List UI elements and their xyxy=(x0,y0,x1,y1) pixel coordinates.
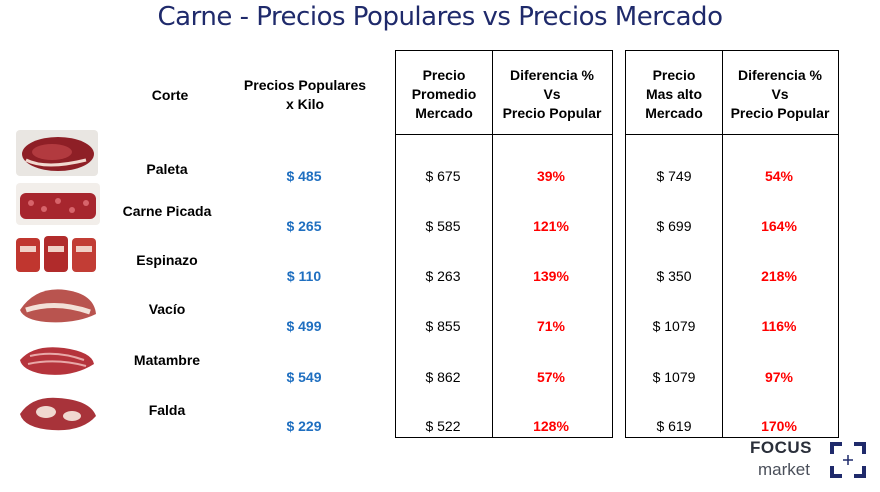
meat-picada-image xyxy=(16,183,100,225)
meat-espinazo-image xyxy=(14,232,100,276)
diferencia-alto-paleta: 54% xyxy=(764,168,794,184)
table-alto-header-line xyxy=(625,134,838,135)
precio-promedio-falda: $ 522 xyxy=(425,418,461,434)
logo-bracket-icon xyxy=(830,442,866,478)
corte-paleta: Paleta xyxy=(146,161,188,177)
corte-matambre: Matambre xyxy=(133,352,201,368)
diferencia-promedio-vacio: 71% xyxy=(536,318,566,334)
diferencia-promedio-espinazo: 139% xyxy=(533,268,569,284)
precio-alto-carne-picada: $ 699 xyxy=(656,218,692,234)
header-diferencia-promedio: Diferencia % Vs Precio Popular xyxy=(502,67,602,121)
precio-promedio-matambre: $ 862 xyxy=(425,369,461,385)
table-promedio-divider xyxy=(492,50,493,437)
meat-vacio-image xyxy=(16,280,100,328)
diferencia-promedio-paleta: 39% xyxy=(536,168,566,184)
precio-popular-paleta: $ 485 xyxy=(286,168,322,184)
diferencia-alto-vacio: 116% xyxy=(761,318,797,334)
precio-alto-matambre: $ 1079 xyxy=(652,369,696,385)
diferencia-alto-falda: 170% xyxy=(761,418,797,434)
diferencia-alto-espinazo: 218% xyxy=(761,268,797,284)
diferencia-promedio-matambre: 57% xyxy=(536,369,566,385)
corte-vacio: Vacío xyxy=(148,301,186,317)
diferencia-alto-matambre: 97% xyxy=(764,369,794,385)
corte-carne-picada: Carne Picada xyxy=(122,203,212,219)
precio-alto-paleta: $ 749 xyxy=(656,168,692,184)
diferencia-promedio-carne-picada: 121% xyxy=(533,218,569,234)
header-diferencia-alto: Diferencia % Vs Precio Popular xyxy=(730,67,830,121)
header-precios-populares: Precios Populares x Kilo xyxy=(243,77,367,112)
page-title: Carne - Precios Populares vs Precios Mer… xyxy=(157,2,723,32)
precio-promedio-espinazo: $ 263 xyxy=(425,268,461,284)
header-corte: Corte xyxy=(151,87,189,103)
precio-promedio-carne-picada: $ 585 xyxy=(425,218,461,234)
corte-falda: Falda xyxy=(148,402,186,418)
table-promedio-box xyxy=(395,50,613,438)
diferencia-promedio-falda: 128% xyxy=(533,418,569,434)
corte-espinazo: Espinazo xyxy=(136,252,198,268)
meat-falda-image xyxy=(16,390,100,436)
precio-popular-vacio: $ 499 xyxy=(286,318,322,334)
diferencia-alto-carne-picada: 164% xyxy=(761,218,797,234)
table-alto-divider xyxy=(722,50,723,437)
precio-popular-falda: $ 229 xyxy=(286,418,322,434)
table-alto-box xyxy=(625,50,839,438)
logo-focus-text: FOCUS xyxy=(750,438,812,457)
precio-promedio-vacio: $ 855 xyxy=(425,318,461,334)
logo-market-text: market xyxy=(758,460,810,479)
precio-promedio-paleta: $ 675 xyxy=(425,168,461,184)
precio-popular-espinazo: $ 110 xyxy=(286,268,322,284)
precio-alto-falda: $ 619 xyxy=(656,418,692,434)
header-precio-promedio: Precio Promedio Mercado xyxy=(411,67,477,121)
focus-market-logo: FOCUS market xyxy=(750,436,870,484)
precio-popular-matambre: $ 549 xyxy=(286,369,322,385)
precio-alto-vacio: $ 1079 xyxy=(652,318,696,334)
meat-matambre-image xyxy=(16,336,98,382)
precio-popular-carne-picada: $ 265 xyxy=(286,218,322,234)
meat-paleta-image xyxy=(16,130,98,176)
header-precio-alto: Precio Mas alto Mercado xyxy=(645,67,703,121)
table-promedio-header-line xyxy=(395,134,612,135)
precio-alto-espinazo: $ 350 xyxy=(656,268,692,284)
